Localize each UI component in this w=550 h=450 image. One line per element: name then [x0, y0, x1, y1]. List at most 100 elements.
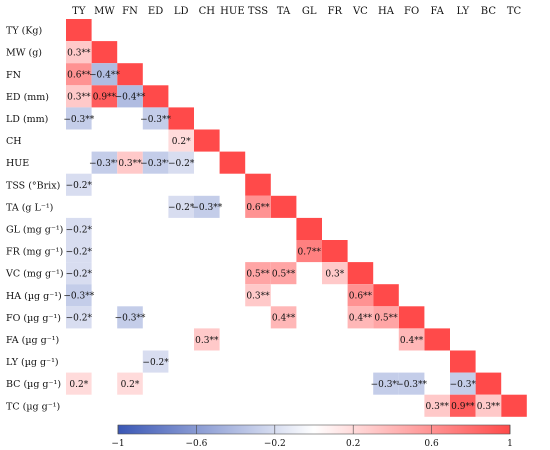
cell-vc-fr [322, 262, 348, 285]
cell-bc-ly [450, 372, 476, 395]
cell-value-label: −0.4** [89, 71, 120, 81]
row-label-tc: TC (µg g⁻¹) [6, 401, 60, 412]
cell-value-label: −0.2* [66, 225, 93, 235]
cell-bc-ty [66, 372, 92, 395]
heatmap-cells: 0.3**0.6**−0.4**0.3** 0.9**−0.4**−0.3** −0… [63, 19, 527, 417]
cell-hue-ed [142, 151, 169, 174]
diagonal-cell-ly [450, 350, 476, 373]
cell-ha-ty [66, 284, 92, 307]
diagonal-cell-gl [296, 217, 322, 240]
cell-value-label: 0.3** [246, 292, 270, 302]
cell-value-label: −0.2* [66, 270, 93, 280]
cell-value-label: 0.4** [272, 314, 296, 324]
diagonal-cell-ld [168, 107, 194, 130]
cell-value-label: 0.5** [374, 314, 398, 324]
cell-value-label: 0.3** [195, 336, 219, 346]
cell-value-label: −0.3** [115, 314, 146, 324]
cell-value-label: 0.3** [67, 49, 91, 59]
cell-value-label: −0.3** [396, 380, 427, 390]
col-label-vc: VC [352, 6, 368, 17]
diagonal-cell-bc [475, 372, 502, 395]
cell-fr-ty [66, 240, 92, 263]
cell-ed-ty [66, 85, 92, 108]
cell-value-label: −0.3** [140, 115, 171, 125]
cell-vc-tss [245, 262, 271, 285]
row-label-bc: BC (µg g⁻¹) [6, 379, 61, 390]
diagonal-cell-vc [347, 262, 374, 285]
col-label-bc: BC [481, 6, 497, 17]
colorbar-tick-label: −1 [111, 439, 124, 449]
cell-value-label: 0.7** [298, 247, 322, 257]
cell-fo-fn [117, 306, 143, 329]
cell-mw-ty [66, 41, 92, 64]
col-label-tc: TC [507, 6, 522, 17]
col-label-ly: LY [456, 6, 469, 17]
colorbar-tick-label: −0.6 [185, 439, 207, 449]
diagonal-cell-tss [245, 173, 271, 196]
diagonal-cell-fa [424, 328, 450, 351]
cell-value-label: −0.2* [168, 159, 195, 169]
colorbar-tick-label: 0.6 [424, 439, 439, 449]
cell-value-label: −0.2* [66, 181, 93, 191]
row-labels: TY (Kg) MW (g) FN ED (mm) LD (mm) CH HUE TSS (°… [5, 26, 64, 413]
cell-fo-vc [347, 306, 374, 329]
cell-fo-ta [270, 306, 297, 329]
cell-value-label: 0.5** [246, 270, 270, 280]
row-label-fa: FA (µg g⁻¹) [6, 335, 59, 346]
row-label-fo: FO (µg g⁻¹) [6, 313, 61, 324]
cell-value-label: 0.5** [272, 270, 296, 280]
cell-value-label: −0.3** [89, 159, 120, 169]
row-label-ta: TA (g L⁻¹) [6, 202, 53, 213]
cell-ed-fn [117, 85, 143, 108]
cell-value-label: −0.2* [168, 203, 195, 213]
cell-ld-ty [66, 107, 92, 130]
col-label-tss: TSS [248, 6, 268, 17]
cell-value-label: −0.3** [191, 203, 222, 213]
row-label-gl: GL (mg g⁻¹) [6, 225, 63, 236]
cell-value-label: −0.2* [66, 314, 93, 324]
cell-ha-tss [245, 284, 271, 307]
cell-value-label: 0.9** [93, 93, 117, 103]
cell-value-label: 0.3** [118, 159, 142, 169]
cell-value-label: 0.2* [121, 380, 140, 390]
col-label-ty: TY [72, 6, 86, 17]
cell-value-label: −0.4** [115, 93, 146, 103]
cell-value-label: 0.3** [67, 93, 91, 103]
cell-bc-fn [117, 372, 143, 395]
col-label-ld: LD [174, 6, 189, 17]
row-label-tss: TSS (°Brix) [6, 180, 60, 191]
col-label-ta: TA [277, 6, 291, 17]
cell-value-label: 0.6** [67, 71, 91, 81]
cell-ta-ch [194, 195, 220, 218]
diagonal-cell-ha [373, 284, 399, 307]
cell-value-label: 0.3** [477, 402, 501, 412]
cell-gl-ty [66, 217, 92, 240]
row-label-ch: CH [6, 136, 22, 147]
cell-fn-mw [91, 63, 118, 86]
col-label-hue: HUE [220, 6, 244, 17]
col-label-ed: ED [148, 6, 163, 17]
diagonal-cell-fo [398, 306, 425, 329]
cell-hue-ld [168, 151, 194, 174]
diagonal-cell-fn [117, 63, 143, 86]
row-label-vc: VC (mg g⁻¹) [5, 269, 64, 280]
cell-bc-ha [373, 372, 399, 395]
cell-value-label: −0.3* [450, 380, 477, 390]
row-label-ha: HA (µg g⁻¹) [6, 291, 62, 302]
diagonal-cell-ta [270, 195, 297, 218]
colorbar-tick-label: −0.2 [264, 439, 286, 449]
diagonal-cell-ch [194, 129, 220, 152]
cell-ld-ed [142, 107, 169, 130]
cell-fa-ch [194, 328, 220, 351]
colorbar-tick-label: 0.2 [346, 439, 360, 449]
cell-fo-ha [373, 306, 399, 329]
cell-ta-tss [245, 195, 271, 218]
cell-fo-ty [66, 306, 92, 329]
col-label-ha: HA [378, 6, 395, 17]
colorbar-tick-label: 1 [507, 439, 513, 449]
cell-vc-ty [66, 262, 92, 285]
cell-ly-ed [142, 350, 169, 373]
cell-hue-mw [91, 151, 118, 174]
cell-tc-bc [475, 394, 502, 417]
